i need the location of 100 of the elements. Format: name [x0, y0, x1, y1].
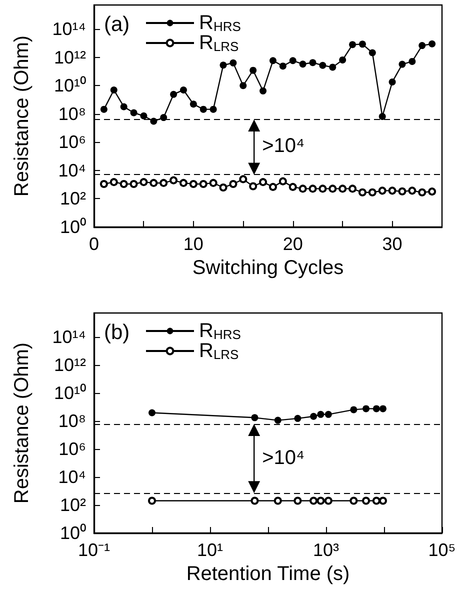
- y-tick-label: 10⁸: [58, 104, 86, 124]
- y-tick-label: 10²: [60, 188, 86, 209]
- point: [319, 62, 326, 69]
- y-tick-label: 10¹⁰: [54, 76, 86, 96]
- chart-title: (a): [104, 13, 130, 36]
- point: [249, 182, 258, 190]
- point: [328, 184, 337, 193]
- point: [130, 180, 138, 188]
- point: [348, 184, 357, 193]
- point: [170, 176, 178, 184]
- annotation: >10⁴: [262, 135, 305, 158]
- legend-label: RHRS: [199, 12, 242, 34]
- point: [180, 86, 187, 94]
- point: [259, 178, 268, 186]
- point: [210, 106, 217, 113]
- point: [269, 57, 276, 64]
- point: [160, 178, 168, 187]
- point: [110, 178, 118, 186]
- y-tick-label: 10⁴: [58, 160, 86, 180]
- y-tick-label: 10⁴: [58, 466, 86, 487]
- point: [398, 187, 406, 196]
- legend-label: RLRS: [199, 340, 240, 362]
- point: [268, 182, 277, 191]
- point: [349, 41, 356, 48]
- point: [230, 59, 237, 66]
- point: [100, 106, 108, 113]
- x-tick-label: 0: [88, 234, 100, 254]
- point: [339, 56, 346, 64]
- point: [239, 175, 248, 184]
- x-tick-label: 10: [183, 234, 204, 254]
- x-axis-title: Switching Cycles: [192, 256, 344, 279]
- point: [229, 180, 238, 188]
- point: [130, 109, 138, 116]
- point: [388, 186, 396, 195]
- y-tick-label: 10²: [60, 494, 86, 515]
- point: [299, 60, 306, 68]
- point: [378, 113, 386, 120]
- point: [189, 180, 198, 188]
- point: [120, 180, 128, 188]
- point: [190, 100, 197, 108]
- y-tick-label: 10⁶: [58, 132, 86, 152]
- y-tick-label: 10¹²: [54, 47, 86, 68]
- point: [220, 62, 227, 69]
- chart-title: (b): [104, 321, 130, 344]
- y-tick-label: 10¹⁴: [52, 326, 86, 347]
- y-axis-title: Resistance (Ohm): [11, 342, 33, 504]
- point: [219, 184, 228, 192]
- point: [260, 87, 267, 94]
- legend-label: RLRS: [199, 32, 240, 54]
- point: [368, 188, 376, 196]
- y-tick-label: 10⁶: [58, 438, 86, 459]
- y-tick-label: 10¹⁴: [52, 19, 86, 40]
- point: [428, 40, 436, 48]
- point: [209, 178, 218, 187]
- point: [338, 184, 347, 193]
- point: [329, 64, 336, 71]
- x-tick-label: 10⁻¹: [78, 540, 110, 560]
- point: [200, 106, 207, 113]
- point: [140, 178, 148, 186]
- y-tick-label: 10¹⁰: [54, 382, 86, 403]
- point: [368, 49, 376, 56]
- x-tick-label: 10³: [312, 540, 340, 560]
- y-axis-title: Resistance (Ohm): [11, 35, 33, 197]
- annotation: >10⁴: [262, 446, 305, 470]
- point: [288, 182, 297, 191]
- point: [250, 66, 257, 74]
- point: [408, 186, 416, 195]
- point: [110, 86, 118, 94]
- point: [309, 59, 316, 66]
- point: [408, 58, 416, 65]
- legend-label: RHRS: [199, 320, 242, 342]
- point: [378, 186, 386, 195]
- point: [318, 184, 327, 193]
- point: [160, 114, 168, 122]
- point: [358, 40, 366, 48]
- x-tick-label: 10⁵: [428, 540, 456, 560]
- x-tick-label: 10¹: [196, 540, 224, 560]
- x-axis-title: Retention Time (s): [186, 562, 350, 585]
- point: [428, 188, 436, 196]
- point: [298, 184, 307, 193]
- point: [398, 60, 406, 68]
- point: [100, 180, 108, 188]
- y-tick-label: 10⁰: [60, 523, 86, 543]
- point: [358, 188, 366, 196]
- point: [240, 82, 247, 90]
- point: [418, 188, 426, 196]
- point: [278, 177, 287, 186]
- point: [170, 90, 178, 98]
- point: [140, 112, 148, 120]
- point: [120, 103, 128, 110]
- point: [150, 178, 158, 187]
- point: [308, 184, 317, 193]
- point: [279, 62, 286, 70]
- y-tick-label: 10⁸: [58, 410, 86, 431]
- point: [388, 78, 396, 86]
- point: [199, 180, 208, 188]
- x-tick-label: 30: [382, 234, 402, 254]
- point: [179, 178, 188, 187]
- point: [289, 57, 296, 64]
- y-tick-label: 10¹²: [54, 354, 86, 375]
